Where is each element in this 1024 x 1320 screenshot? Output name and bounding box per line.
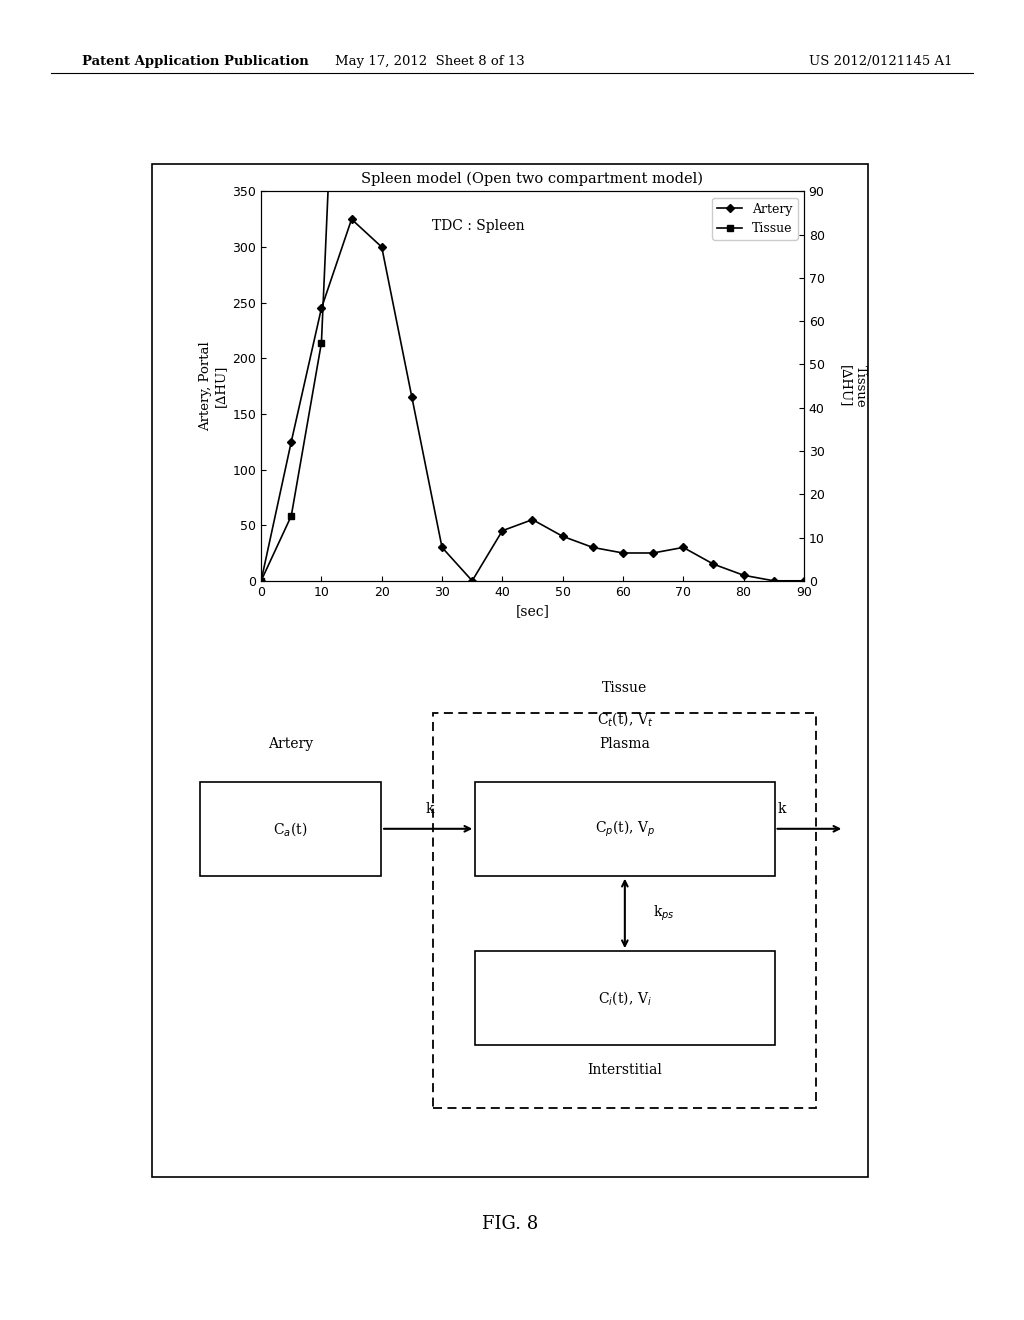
Artery xyxy=(497,523,509,539)
Text: Interstitial: Interstitial xyxy=(588,1063,663,1077)
Artery xyxy=(708,556,720,572)
Artery xyxy=(526,512,539,528)
Tissue xyxy=(255,573,267,589)
Text: Artery: Artery xyxy=(268,737,313,751)
Text: k: k xyxy=(426,803,434,816)
Artery xyxy=(647,545,659,561)
Legend: Artery, Tissue: Artery, Tissue xyxy=(712,198,798,240)
Text: k: k xyxy=(778,803,786,816)
Bar xyxy=(433,713,816,1107)
Title: Spleen model (Open two compartment model): Spleen model (Open two compartment model… xyxy=(361,172,703,186)
Line: Artery: Artery xyxy=(258,216,807,583)
Text: Plasma: Plasma xyxy=(599,737,650,751)
Text: Tissue: Tissue xyxy=(602,681,647,694)
Artery xyxy=(406,389,418,405)
Text: k$_{ps}$: k$_{ps}$ xyxy=(652,904,674,923)
Bar xyxy=(475,950,774,1045)
Text: C$_a$(t): C$_a$(t) xyxy=(273,820,308,838)
Line: Tissue: Tissue xyxy=(258,0,807,583)
Artery xyxy=(345,211,357,227)
Artery xyxy=(376,239,388,255)
Tissue xyxy=(315,335,328,351)
X-axis label: [sec]: [sec] xyxy=(515,605,550,618)
Y-axis label: Tissue
[∆HU]: Tissue [∆HU] xyxy=(839,364,866,408)
Tissue xyxy=(285,508,297,524)
Artery xyxy=(677,540,689,556)
Text: C$_i$(t), V$_i$: C$_i$(t), V$_i$ xyxy=(598,989,652,1007)
Text: May 17, 2012  Sheet 8 of 13: May 17, 2012 Sheet 8 of 13 xyxy=(335,55,525,69)
Artery xyxy=(587,540,599,556)
Bar xyxy=(475,781,774,876)
Text: US 2012/0121145 A1: US 2012/0121145 A1 xyxy=(809,55,952,69)
Artery xyxy=(737,568,750,583)
Artery xyxy=(768,573,780,589)
Y-axis label: Artery, Portal
[∆HU]: Artery, Portal [∆HU] xyxy=(199,342,227,430)
Artery xyxy=(436,540,449,556)
Artery xyxy=(798,573,810,589)
Bar xyxy=(200,781,381,876)
Text: FIG. 8: FIG. 8 xyxy=(482,1214,538,1233)
Artery xyxy=(556,528,568,544)
Text: Patent Application Publication: Patent Application Publication xyxy=(82,55,308,69)
Artery xyxy=(285,434,297,450)
Artery xyxy=(255,573,267,589)
Text: C$_p$(t), V$_p$: C$_p$(t), V$_p$ xyxy=(595,818,655,840)
Artery xyxy=(466,573,478,589)
Artery xyxy=(315,301,328,317)
Text: TDC : Spleen: TDC : Spleen xyxy=(432,219,524,232)
Artery xyxy=(616,545,629,561)
Text: C$_t$(t), V$_t$: C$_t$(t), V$_t$ xyxy=(597,710,653,727)
